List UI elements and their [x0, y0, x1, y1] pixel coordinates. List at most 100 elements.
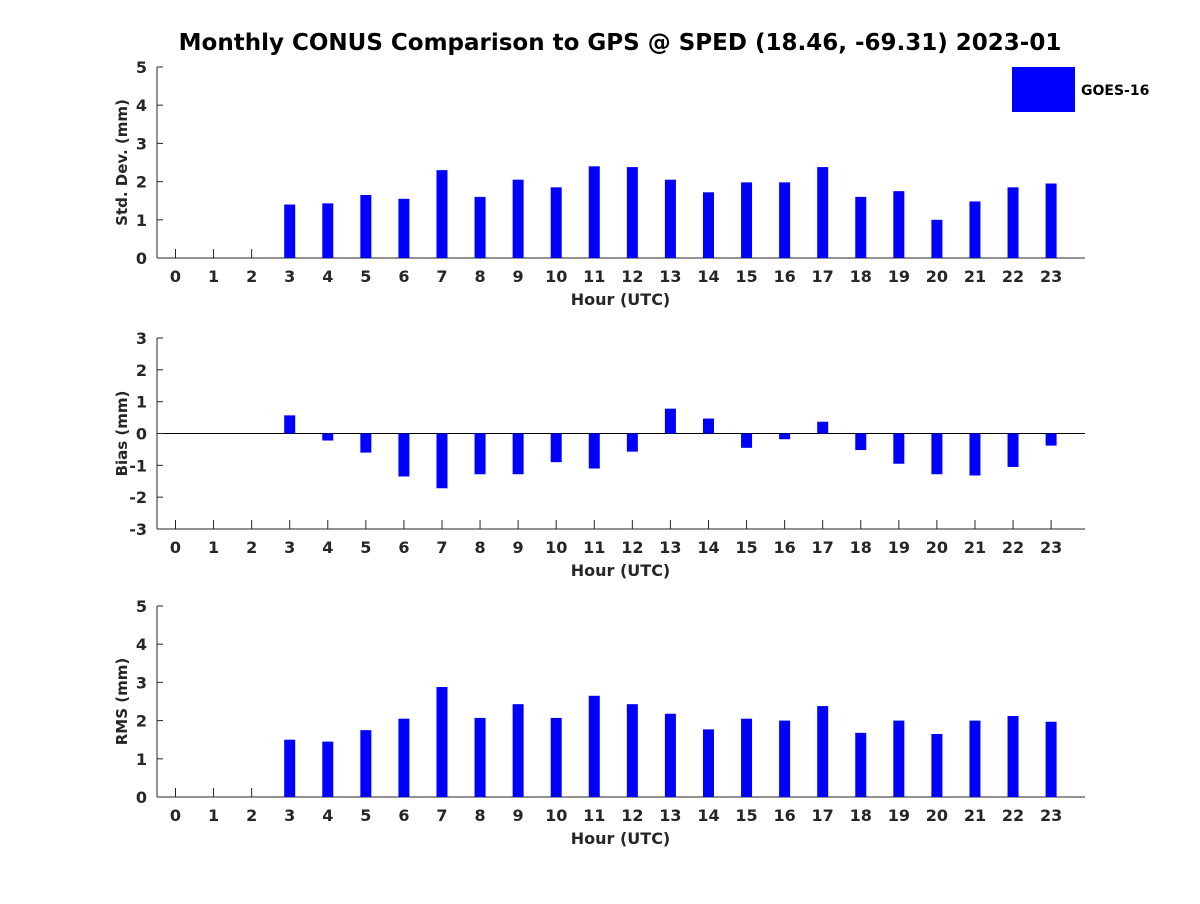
x-tick-label: 16 — [773, 267, 795, 286]
bar — [893, 191, 905, 258]
x-tick-label: 4 — [322, 538, 333, 557]
bar — [436, 170, 448, 258]
bar — [1007, 187, 1019, 258]
x-tick-label: 10 — [545, 267, 567, 286]
bar — [550, 187, 562, 258]
y-tick-label: 2 — [136, 173, 147, 192]
x-tick-label: 0 — [170, 538, 181, 557]
x-tick-label: 1 — [208, 267, 219, 286]
x-tick-label: 23 — [1040, 267, 1062, 286]
bar — [322, 741, 334, 797]
bar — [664, 408, 676, 434]
x-tick-label: 0 — [170, 806, 181, 825]
y-tick-label: 1 — [136, 750, 147, 769]
bar — [779, 182, 791, 258]
y-tick-label: 5 — [136, 58, 147, 77]
x-tick-label: 1 — [208, 806, 219, 825]
x-tick-label: 7 — [436, 538, 447, 557]
bar — [512, 704, 524, 797]
bar — [1045, 721, 1057, 797]
y-tick-label: 4 — [136, 635, 147, 654]
x-tick-label: 9 — [513, 538, 524, 557]
x-tick-label: 4 — [322, 806, 333, 825]
bar — [931, 733, 943, 797]
y-axis-label: Bias (mm) — [113, 391, 131, 477]
bar — [626, 433, 638, 452]
legend-label: GOES-16 — [1081, 83, 1149, 99]
x-tick-label: 22 — [1002, 267, 1024, 286]
bar — [398, 198, 410, 258]
y-tick-label: 3 — [136, 329, 147, 348]
bar — [1045, 183, 1057, 258]
bar — [664, 179, 676, 258]
x-tick-label: 20 — [926, 806, 948, 825]
y-tick-label: 1 — [136, 211, 147, 230]
x-tick-label: 20 — [926, 267, 948, 286]
x-tick-label: 16 — [773, 806, 795, 825]
x-tick-label: 20 — [926, 538, 948, 557]
bar — [855, 433, 867, 451]
x-tick-label: 15 — [735, 806, 757, 825]
x-tick-label: 4 — [322, 267, 333, 286]
bar — [931, 219, 943, 258]
legend-swatch — [1012, 67, 1075, 112]
bar — [284, 415, 296, 434]
x-tick-label: 17 — [812, 538, 834, 557]
bar — [588, 433, 600, 469]
x-tick-label: 12 — [621, 806, 643, 825]
x-tick-label: 13 — [659, 538, 681, 557]
bar — [855, 732, 867, 797]
x-tick-label: 17 — [812, 806, 834, 825]
bar — [855, 196, 867, 258]
bar — [893, 720, 905, 797]
bar — [398, 433, 410, 477]
x-tick-label: 3 — [284, 806, 295, 825]
x-tick-label: 19 — [888, 806, 910, 825]
x-tick-label: 21 — [964, 538, 986, 557]
y-tick-label: -3 — [129, 520, 147, 539]
bar — [474, 433, 486, 475]
y-tick-label: 2 — [136, 361, 147, 380]
y-tick-label: 4 — [136, 96, 147, 115]
figure-title: Monthly CONUS Comparison to GPS @ SPED (… — [178, 30, 1062, 56]
bar — [893, 433, 905, 464]
bar — [322, 433, 334, 441]
bar — [398, 718, 410, 797]
bar — [512, 179, 524, 258]
y-tick-label: 1 — [136, 393, 147, 412]
x-tick-label: 14 — [697, 267, 719, 286]
y-tick-label: -2 — [129, 488, 147, 507]
bar — [702, 418, 714, 434]
x-tick-label: 7 — [436, 267, 447, 286]
x-tick-label: 2 — [246, 806, 257, 825]
bar — [474, 717, 486, 797]
y-tick-label: 5 — [136, 597, 147, 616]
bar — [474, 196, 486, 258]
x-tick-label: 10 — [545, 538, 567, 557]
x-tick-label: 1 — [208, 538, 219, 557]
bar — [1045, 433, 1057, 446]
bar — [626, 704, 638, 797]
x-tick-label: 7 — [436, 806, 447, 825]
x-tick-label: 6 — [398, 267, 409, 286]
x-axis-label: Hour (UTC) — [571, 561, 671, 580]
y-tick-label: 0 — [136, 788, 147, 807]
x-tick-label: 3 — [284, 538, 295, 557]
x-tick-label: 15 — [735, 267, 757, 286]
x-tick-label: 8 — [474, 538, 485, 557]
y-tick-label: 3 — [136, 673, 147, 692]
x-tick-label: 9 — [513, 267, 524, 286]
bar — [512, 433, 524, 475]
x-tick-label: 5 — [360, 806, 371, 825]
x-tick-label: 9 — [513, 806, 524, 825]
x-tick-label: 17 — [812, 267, 834, 286]
bar — [779, 433, 791, 440]
x-tick-label: 5 — [360, 538, 371, 557]
y-tick-label: 0 — [136, 249, 147, 268]
bar — [702, 729, 714, 797]
x-axis-label: Hour (UTC) — [571, 829, 671, 848]
bar — [626, 167, 638, 258]
x-tick-label: 6 — [398, 538, 409, 557]
x-tick-label: 2 — [246, 267, 257, 286]
